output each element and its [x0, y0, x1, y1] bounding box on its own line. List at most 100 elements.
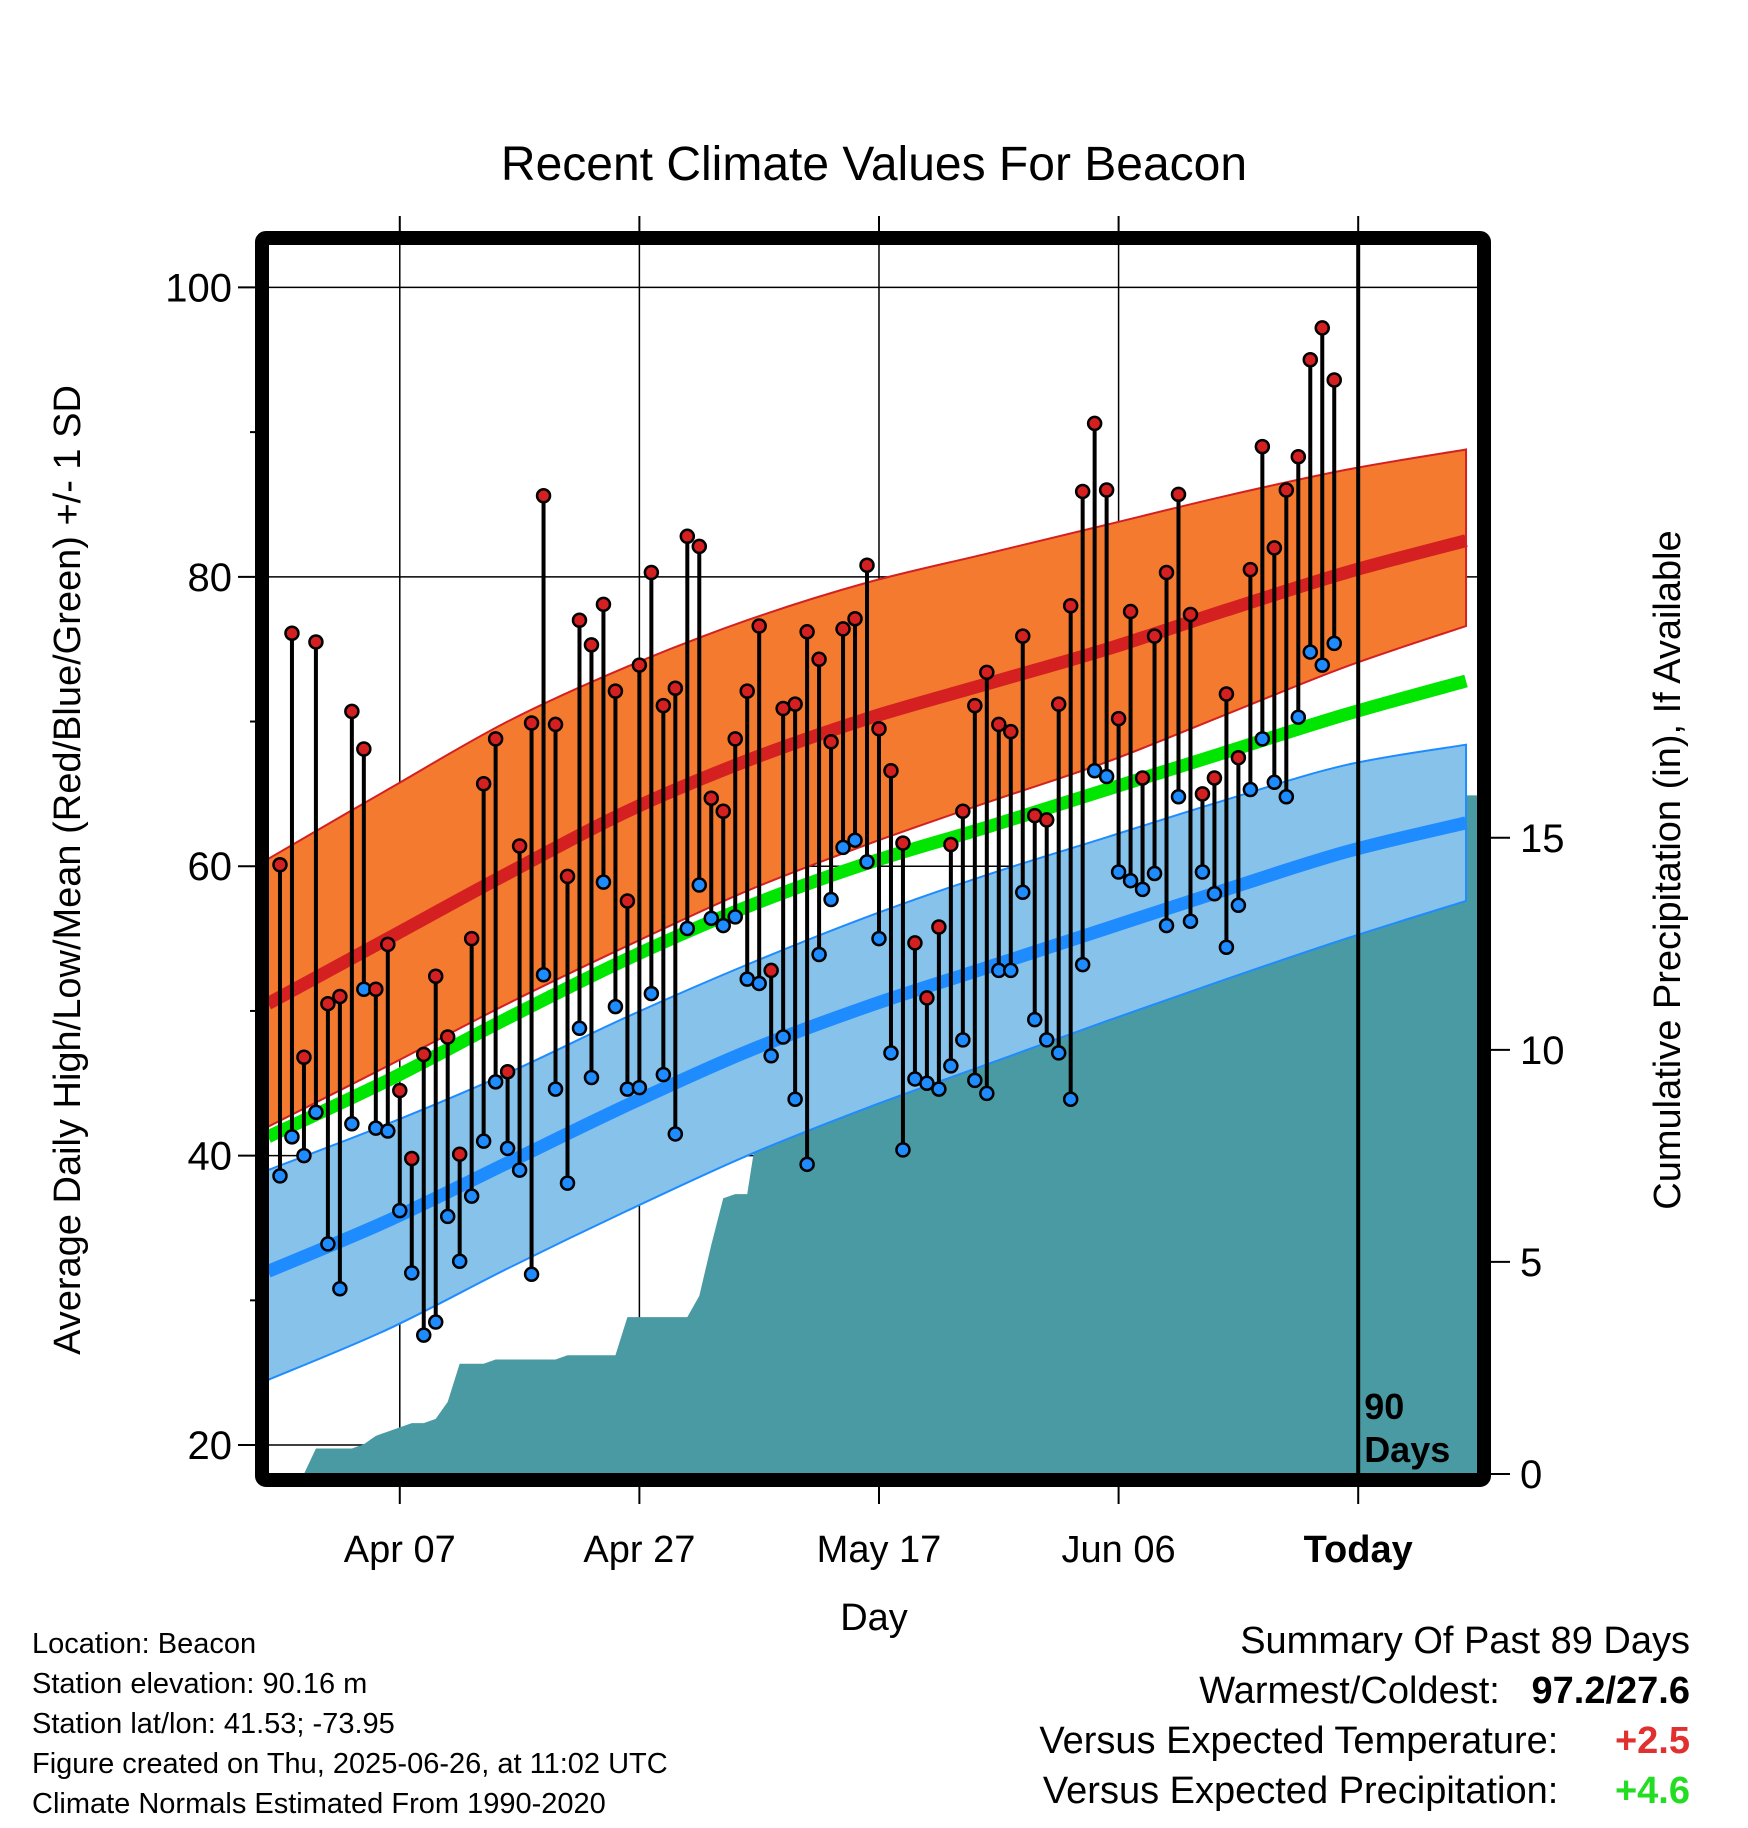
daily-low-point: [332, 1281, 348, 1297]
daily-high-point: [727, 731, 743, 747]
daily-high-point: [823, 734, 839, 750]
daily-low-point: [571, 1020, 588, 1037]
daily-high-point: [643, 564, 660, 581]
daily-high-point: [1194, 786, 1211, 802]
daily-low-point: [511, 1162, 528, 1178]
daily-low-point: [1110, 864, 1127, 880]
daily-low-point: [1098, 768, 1115, 785]
daily-high-point: [380, 936, 396, 953]
daily-high-point: [1314, 320, 1331, 336]
daily-low-point: [919, 1075, 935, 1092]
info-elevation: Station elevation: 90.16 m: [32, 1668, 368, 1700]
daily-high-point: [344, 703, 360, 720]
daily-low-point: [392, 1202, 408, 1219]
daily-low-point: [1326, 635, 1342, 652]
daily-low-point: [823, 891, 839, 908]
plot-frame: [255, 231, 1491, 1487]
daily-low-point: [835, 839, 851, 856]
daily-low-point: [1003, 962, 1019, 979]
daily-high-point: [751, 618, 767, 634]
daily-high-point: [559, 868, 576, 885]
daily-high-point: [535, 488, 552, 504]
daily-high-point: [583, 637, 600, 653]
daily-low-point: [427, 1314, 444, 1330]
daily-low-point: [763, 1048, 779, 1064]
daily-low-point: [1194, 864, 1211, 880]
daily-high-point: [919, 990, 935, 1006]
daily-low-point: [727, 909, 743, 925]
daily-high-point: [667, 680, 684, 696]
daily-high-point: [739, 683, 755, 699]
daily-low-point: [751, 975, 767, 992]
daily-low-point: [1302, 644, 1319, 660]
daily-high-point: [1326, 372, 1342, 388]
daily-low-point: [715, 917, 731, 934]
daily-high-point: [499, 1063, 516, 1080]
daily-low-point: [463, 1188, 480, 1204]
daily-high-point: [1158, 564, 1175, 581]
daily-high-point: [991, 716, 1007, 733]
daily-high-point: [475, 776, 492, 792]
daily-low-point: [1206, 885, 1223, 902]
daily-low-point: [1182, 913, 1199, 929]
daily-high-point: [1218, 686, 1235, 702]
daily-low-point: [499, 1140, 516, 1157]
daily-low-point: [439, 1208, 456, 1225]
daily-low-point: [607, 998, 624, 1015]
daily-high-point: [1086, 415, 1103, 432]
daily-low-point: [1062, 1091, 1079, 1107]
daily-high-point: [1074, 483, 1091, 500]
daily-low-point: [451, 1253, 468, 1270]
x-tick-label: Apr 07: [344, 1529, 456, 1571]
daily-high-point: [1050, 696, 1067, 712]
daily-high-point: [1242, 561, 1259, 578]
daily-high-point: [451, 1146, 468, 1162]
daily-high-point: [320, 995, 336, 1012]
daily-high-point: [631, 657, 648, 673]
daily-low-point: [523, 1266, 540, 1283]
y2-tick-label: 5: [1520, 1241, 1542, 1285]
daily-high-point: [511, 838, 528, 854]
daily-low-point: [380, 1123, 396, 1139]
daily-high-point: [1278, 482, 1295, 498]
daily-low-point: [475, 1133, 492, 1149]
daily-low-point: [1242, 781, 1259, 798]
y-tick-label: 100: [165, 266, 232, 310]
daily-high-point: [415, 1046, 432, 1063]
daily-low-point: [296, 1147, 312, 1164]
summary-warmest-row: Warmest/Coldest: 97.2/27.6: [1039, 1666, 1690, 1716]
precip-label: Versus Expected Precipitation:: [1042, 1770, 1559, 1812]
daily-low-point: [703, 910, 720, 927]
daily-high-point: [595, 596, 612, 613]
info-created: Figure created on Thu, 2025-06-26, at 11…: [32, 1748, 668, 1780]
x-tick-label: May 17: [817, 1529, 942, 1571]
summary-title: Summary Of Past 89 Days: [1240, 1620, 1690, 1662]
daily-high-point: [1206, 770, 1223, 786]
daily-low-point: [1146, 865, 1163, 882]
daily-low-point: [1050, 1045, 1067, 1061]
summary-panel: Summary Of Past 89 Days Warmest/Coldest:…: [1039, 1616, 1690, 1816]
daily-high-point: [1302, 352, 1319, 368]
x-tick-label: Apr 27: [583, 1529, 695, 1571]
daily-low-point: [655, 1066, 672, 1083]
daily-high-point: [404, 1150, 420, 1167]
daily-high-point: [547, 716, 564, 733]
daily-low-point: [883, 1045, 899, 1061]
daily-high-point: [308, 634, 324, 650]
daily-low-point: [559, 1175, 576, 1191]
summary-temp-row: Versus Expected Temperature: +2.5: [1039, 1716, 1690, 1766]
daily-low-point: [775, 1029, 791, 1045]
daily-high-point: [1098, 482, 1115, 498]
daily-high-point: [787, 696, 803, 712]
daily-low-point: [979, 1085, 995, 1102]
y2-axis-label: Cumulative Precipitation (in), If Availa…: [1647, 530, 1689, 1209]
daily-low-point: [1218, 939, 1235, 956]
daily-high-point: [1254, 438, 1271, 455]
daily-high-point: [356, 741, 372, 757]
daily-low-point: [535, 967, 552, 983]
daily-high-point: [284, 625, 300, 642]
daily-low-point: [955, 1032, 971, 1048]
daily-low-point: [1170, 789, 1187, 805]
daily-low-point: [1290, 709, 1307, 725]
